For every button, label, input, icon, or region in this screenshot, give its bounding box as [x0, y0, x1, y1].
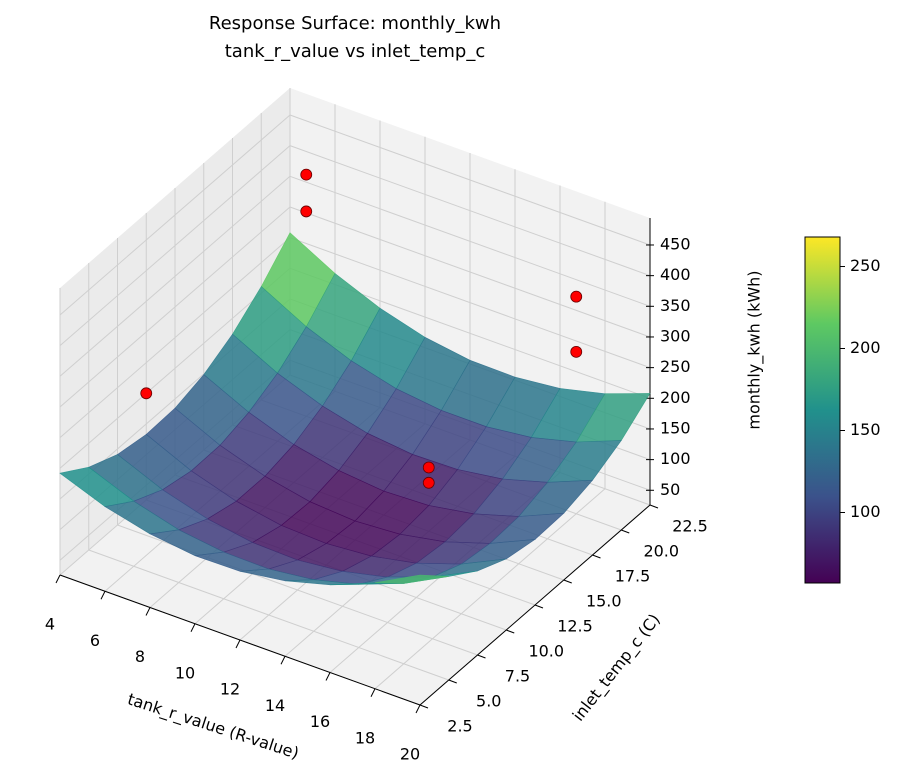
- colorbar-tick-label: 200: [850, 338, 881, 357]
- data-point: [570, 345, 583, 358]
- y-tick-label: 17.5: [615, 567, 651, 586]
- y-tick: [621, 529, 630, 534]
- y-tick-label: 10.0: [528, 642, 564, 661]
- data-point: [570, 290, 583, 303]
- y-tick-label: 12.5: [557, 617, 593, 636]
- y-tick-label: 20.0: [643, 542, 679, 561]
- y-tick-label: 22.5: [672, 517, 708, 536]
- chart-title: Response Surface: monthly_kwh: [209, 13, 501, 34]
- z-tick-label: 200: [660, 388, 691, 407]
- grid-line: [289, 237, 651, 369]
- y-tick: [534, 604, 544, 609]
- data-point: [300, 168, 313, 181]
- z-tick-label: 250: [660, 357, 691, 376]
- x-tick: [100, 591, 106, 600]
- z-tick-label: 50: [660, 480, 680, 499]
- x-tick: [370, 688, 376, 697]
- grid-line: [59, 114, 291, 316]
- surface-patch: [374, 574, 449, 584]
- y-tick-label: 5.0: [476, 692, 501, 711]
- x-tick: [55, 574, 61, 584]
- z-axis-label: monthly_kwh (kWh): [745, 270, 765, 429]
- x-tick: [415, 704, 421, 714]
- y-tick-label: 7.5: [505, 667, 530, 686]
- x-tick-label: 8: [135, 647, 145, 666]
- x-tick: [325, 672, 331, 681]
- x-tick-label: 16: [310, 712, 330, 731]
- colorbar-tick-label: 100: [850, 502, 881, 521]
- z-tick-label: 100: [660, 449, 691, 468]
- x-tick: [190, 623, 196, 632]
- grid-line: [59, 175, 291, 377]
- y-tick: [649, 504, 659, 509]
- x-tick-label: 6: [90, 631, 100, 650]
- colorbar-tick-label: 250: [850, 256, 881, 275]
- grid-line: [289, 175, 651, 307]
- z-tick-label: 350: [660, 296, 691, 315]
- x-tick: [145, 607, 151, 616]
- colorbar: [804, 236, 841, 584]
- y-tick-label: 2.5: [447, 717, 472, 736]
- x-tick-label: 12: [220, 680, 240, 699]
- z-tick-label: 300: [660, 326, 691, 345]
- grid-line: [289, 206, 651, 338]
- x-tick-label: 20: [400, 745, 420, 764]
- axis-line: [419, 504, 651, 706]
- y-tick: [563, 579, 572, 584]
- z-tick-label: 450: [660, 234, 691, 253]
- axis-line: [59, 574, 421, 706]
- data-point: [140, 387, 153, 400]
- grid-line: [59, 145, 291, 347]
- x-tick-label: 18: [355, 728, 375, 747]
- y-tick: [506, 629, 515, 634]
- x-tick-label: 4: [45, 615, 55, 634]
- x-tick: [280, 656, 286, 665]
- data-point: [422, 461, 435, 474]
- y-tick: [477, 654, 486, 659]
- grid-line: [88, 549, 449, 681]
- x-tick-label: 10: [175, 663, 195, 682]
- data-point: [300, 205, 313, 218]
- z-tick-label: 400: [660, 265, 691, 284]
- y-tick-label: 15.0: [586, 592, 622, 611]
- data-point: [422, 476, 435, 489]
- y-tick: [419, 704, 429, 709]
- grid-line: [289, 145, 651, 277]
- grid-line: [59, 206, 291, 408]
- colorbar-tick-label: 150: [850, 420, 881, 439]
- y-tick: [448, 679, 457, 684]
- x-tick-label: 14: [265, 696, 285, 715]
- x-tick: [235, 639, 241, 649]
- grid-line: [59, 267, 291, 469]
- z-tick-label: 150: [660, 418, 691, 437]
- grid-line: [59, 237, 291, 439]
- chart-subtitle: tank_r_value vs inlet_temp_c: [225, 41, 486, 62]
- grid-line: [289, 114, 651, 246]
- y-tick: [592, 554, 601, 559]
